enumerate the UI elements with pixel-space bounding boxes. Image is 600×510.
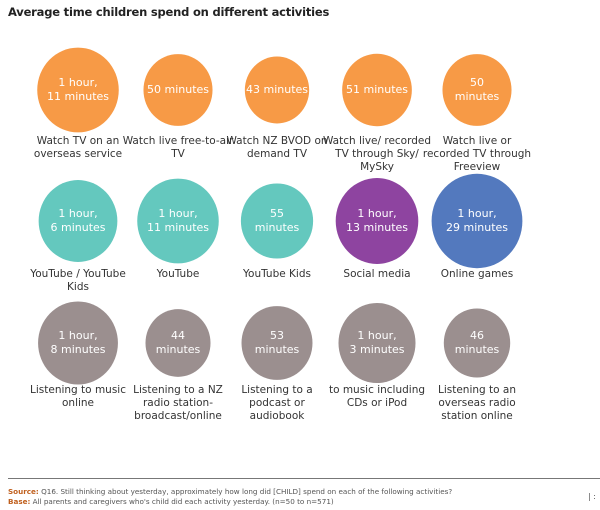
- bubble-value: 44 minutes: [155, 329, 201, 356]
- bubble: [241, 306, 313, 380]
- bubble-value: 1 hour, 11 minutes: [146, 207, 210, 234]
- bubble-label: Watch live free-to-air TV: [122, 135, 234, 160]
- bubble: [38, 301, 118, 385]
- bubble-value: 50 minutes: [146, 83, 210, 96]
- bubble: [37, 47, 119, 133]
- footer-base: Base: All parents and caregivers who's c…: [8, 497, 334, 506]
- bubble-label: YouTube Kids: [243, 268, 311, 280]
- bubble: [244, 56, 310, 124]
- bubble-label: Social media: [343, 268, 411, 280]
- bubble-value: 1 hour, 6 minutes: [50, 207, 106, 234]
- bubble: [335, 178, 419, 264]
- bubble-value: 53 minutes: [254, 329, 300, 356]
- bubble-label: Watch live or recorded TV through Freevi…: [422, 135, 532, 173]
- bubble-value: 46 minutes: [454, 329, 500, 356]
- source-text: Q16. Still thinking about yesterday, app…: [41, 487, 453, 496]
- bubble-value: 1 hour, 13 minutes: [345, 207, 409, 234]
- bubble-value: 1 hour, 3 minutes: [349, 329, 405, 356]
- bubble: [442, 54, 512, 126]
- bubble-label: Watch NZ BVOD on demand TV: [226, 135, 328, 160]
- bubble: [145, 309, 211, 377]
- bubble-label: YouTube / YouTube Kids: [30, 268, 126, 293]
- bubble-value: 50 minutes: [454, 76, 500, 103]
- footer-divider: [8, 478, 600, 479]
- footer-source: Source: Q16. Still thinking about yester…: [8, 487, 452, 496]
- bubble-value: 51 minutes: [345, 83, 409, 96]
- bubble-value: 55 minutes: [254, 207, 300, 234]
- bubble: [431, 173, 523, 269]
- base-label: Base:: [8, 497, 31, 506]
- bubble-value: 1 hour, 29 minutes: [445, 207, 509, 234]
- bubble: [338, 302, 416, 384]
- bubble: [342, 53, 412, 127]
- bubble-value: 1 hour, 11 minutes: [46, 76, 110, 103]
- bubble-label: Watch TV on an overseas service: [33, 135, 123, 160]
- bubble-value: 1 hour, 8 minutes: [50, 329, 106, 356]
- bubble-label: Online games: [440, 268, 514, 280]
- page-number: | :: [588, 492, 596, 501]
- bubble: [443, 308, 511, 378]
- bubble-label: Listening to a NZ radio station-broadcas…: [133, 384, 223, 422]
- bubble-chart: [37, 47, 523, 385]
- chart-title: Average time children spend on different…: [8, 5, 330, 19]
- base-text: All parents and caregivers who's child d…: [32, 497, 334, 506]
- source-label: Source:: [8, 487, 39, 496]
- bubble: [143, 54, 213, 126]
- bubble-value: 43 minutes: [245, 83, 309, 96]
- bubble-label: to music including CDs or iPod: [328, 384, 426, 409]
- bubble: [38, 180, 118, 262]
- bubble-label: Listening to a podcast or audiobook: [241, 384, 313, 422]
- bubble-label: Listening to an overseas radio station o…: [437, 384, 516, 422]
- bubble: [240, 183, 314, 259]
- bubble-label: YouTube: [156, 268, 200, 280]
- bubble-label: Watch live/ recorded TV through Sky/ MyS…: [322, 135, 432, 173]
- bubble: [137, 178, 219, 264]
- bubble-label: Listening to music online: [30, 384, 126, 409]
